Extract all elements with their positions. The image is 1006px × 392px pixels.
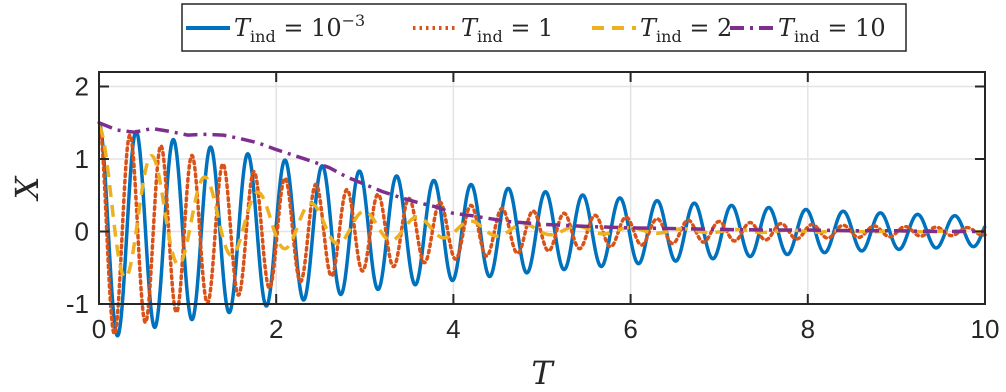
- legend-label-0: Tind = 10−3: [234, 11, 365, 46]
- x-tick-label: 6: [623, 314, 637, 344]
- legend-label-sub: ind: [794, 27, 820, 46]
- legend-label-sub: ind: [477, 27, 503, 46]
- y-tick-label: 0: [75, 217, 89, 247]
- x-tick-label: 4: [446, 314, 460, 344]
- series-line-1: [97, 121, 987, 336]
- x-tick-label: 10: [971, 314, 1000, 344]
- series-line-3: [98, 121, 985, 234]
- legend-label-1: Tind = 1: [461, 14, 553, 46]
- legend-label-rhs: = 10: [820, 14, 886, 42]
- x-axis-label: T: [531, 354, 555, 392]
- legend-label-sup: −3: [342, 11, 366, 30]
- legend-label-3: Tind = 10: [778, 14, 886, 46]
- y-tick-label: 2: [75, 72, 89, 102]
- x-tick-label: 2: [269, 314, 283, 344]
- legend-label-sub: ind: [656, 27, 682, 46]
- legend-label-rhs: = 10: [276, 14, 342, 42]
- x-tick-label: 8: [801, 314, 815, 344]
- plot-series: [97, 121, 987, 338]
- plot-frame: [98, 71, 986, 305]
- y-axis-label: X: [8, 175, 46, 202]
- legend-box: [181, 3, 907, 52]
- y-tick-label: -1: [66, 289, 89, 319]
- legend-label-rhs: = 1: [503, 14, 554, 42]
- grid: [98, 72, 986, 305]
- legend: Tind = 10−3 Tind = 1 Tind = 2 Tind = 10: [181, 3, 907, 52]
- legend-label-rhs: = 2: [682, 14, 733, 42]
- y-tick-label: 1: [75, 144, 89, 174]
- series-line-0: [97, 121, 987, 338]
- legend-label-main: T: [234, 14, 252, 42]
- legend-label-main: T: [778, 14, 796, 42]
- x-tick-label: 0: [92, 314, 106, 344]
- legend-label-main: T: [461, 14, 479, 42]
- legend-label-main: T: [640, 14, 658, 42]
- legend-label-sub: ind: [250, 27, 276, 46]
- legend-label-2: Tind = 2: [640, 14, 732, 46]
